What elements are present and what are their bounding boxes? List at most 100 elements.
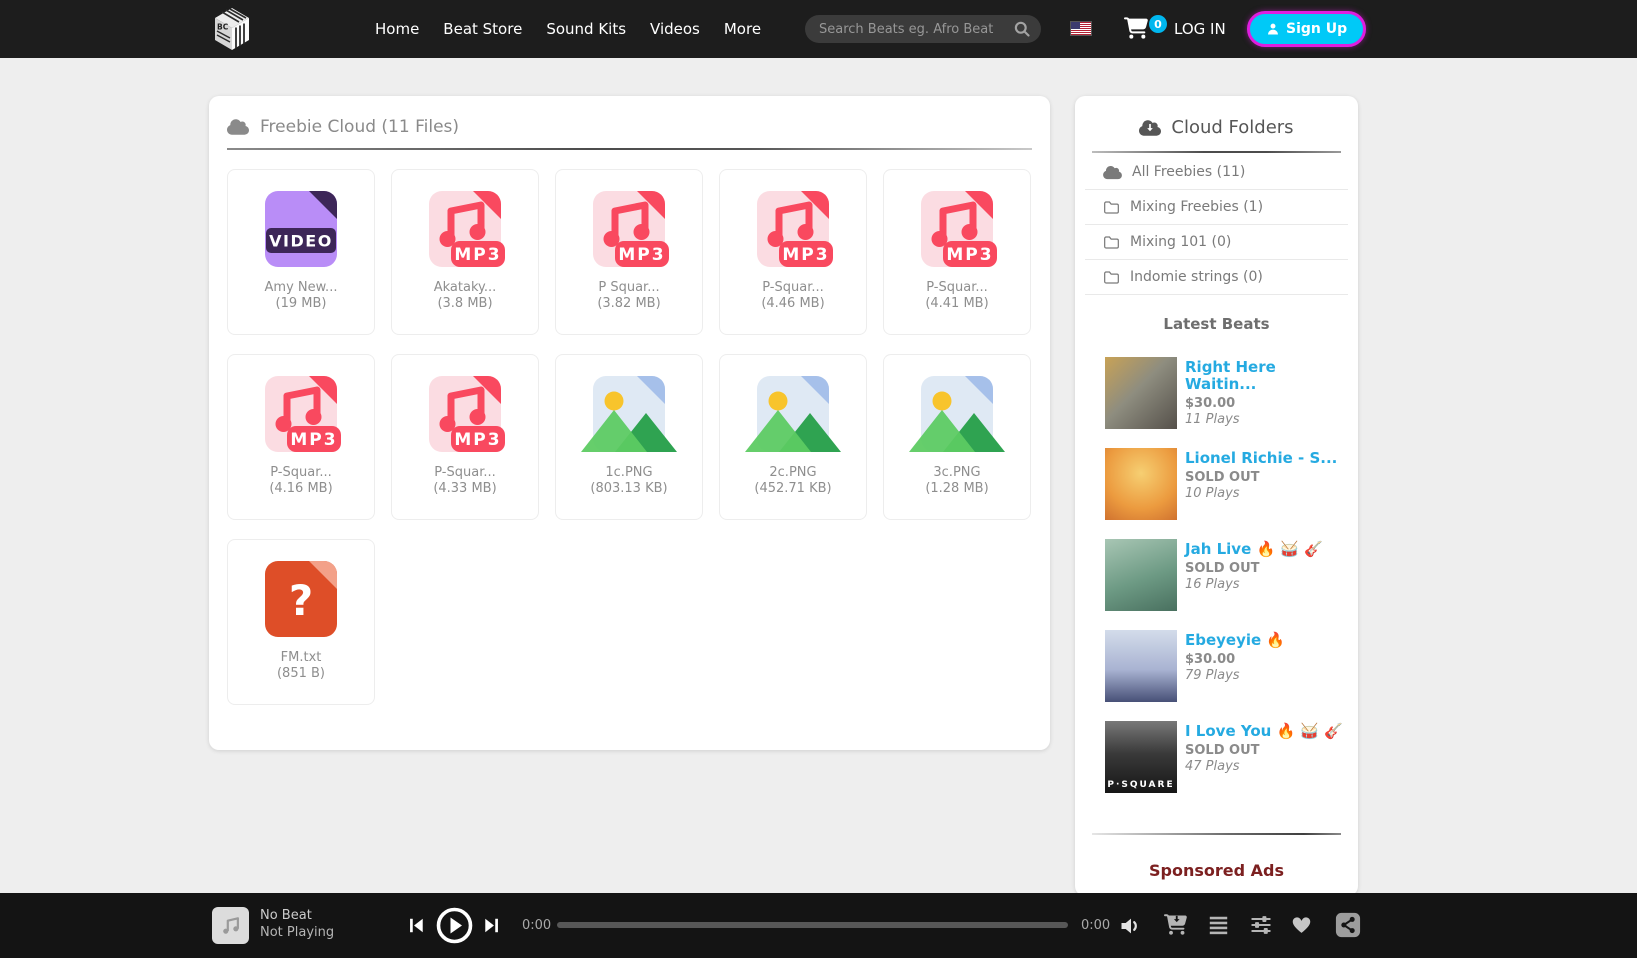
beat-info: Right Here Waitin... $30.00 11 Plays [1185, 357, 1346, 429]
beat-title-link[interactable]: I Love You 🔥 🥁 🎸 [1185, 722, 1344, 740]
file-card[interactable]: ? ? [227, 539, 375, 705]
beat-thumbnail[interactable] [1105, 539, 1177, 611]
file-name: 3c.PNG [933, 465, 981, 480]
file-card[interactable]: 1c.PNG (803.13 KB) [555, 354, 703, 520]
favorite-button[interactable] [1290, 914, 1313, 935]
login-link[interactable]: LOG IN [1174, 20, 1226, 38]
file-size: (4.16 MB) [269, 481, 333, 496]
site-logo[interactable]: BC [211, 7, 253, 51]
folder-label: Mixing 101 (0) [1130, 234, 1232, 250]
beat-plays: 16 Plays [1185, 577, 1240, 592]
nav-link-videos[interactable]: Videos [650, 20, 700, 38]
file-name: P Squar... [598, 280, 660, 295]
file-size: (4.46 MB) [761, 296, 825, 311]
file-type-icon: MP3 MP3 [909, 181, 1005, 277]
sidebar-bottom-divider [1092, 833, 1341, 835]
file-card[interactable]: VIDEO VIDEO [227, 169, 375, 335]
nav-link-beat-store[interactable]: Beat Store [443, 20, 523, 38]
beat-title-link[interactable]: Lionel Richie - S... [1185, 449, 1338, 467]
cart-count-badge: 0 [1149, 15, 1167, 33]
beat-price: $30.00 [1185, 652, 1236, 667]
sidebar-divider [1092, 151, 1341, 153]
equalizer-button[interactable] [1249, 914, 1273, 936]
file-card[interactable]: MP3 MP3 [391, 354, 539, 520]
beat-thumbnail[interactable]: P·SQUARE [1105, 721, 1177, 793]
beat-price: SOLD OUT [1185, 470, 1260, 485]
signup-label: Sign Up [1286, 21, 1348, 37]
file-type-icon: MP3 MP3 [745, 181, 841, 277]
volume-button[interactable] [1118, 914, 1142, 938]
beat-title-link[interactable]: Ebeyeyie 🔥 [1185, 631, 1286, 649]
beat-price: $30.00 [1185, 396, 1236, 411]
beat-item: Lionel Richie - S... SOLD OUT 10 Plays [1105, 448, 1346, 520]
svg-text:MP3: MP3 [782, 245, 829, 265]
file-card[interactable]: 2c.PNG (452.71 KB) [719, 354, 867, 520]
search-input[interactable] [819, 21, 1013, 37]
music-note-icon [222, 916, 239, 934]
svg-text:MP3: MP3 [454, 430, 501, 450]
folder-mixing-101-0[interactable]: Mixing 101 (0) [1085, 225, 1348, 260]
file-card[interactable]: MP3 MP3 [719, 169, 867, 335]
cart-button[interactable]: 0 [1124, 15, 1170, 45]
latest-beats-heading: Latest Beats [1163, 315, 1270, 333]
files-grid: VIDEO VIDEO [209, 150, 1050, 724]
previous-track-button[interactable] [406, 916, 426, 935]
beat-plays: 79 Plays [1185, 668, 1240, 683]
beat-thumbnail[interactable] [1105, 630, 1177, 702]
beat-price: SOLD OUT [1185, 561, 1260, 576]
nav-links: Home Beat Store Sound Kits Videos More [375, 0, 761, 58]
cloud-folders-panel: Cloud Folders All Freebies (11) Mixing F… [1075, 96, 1358, 896]
cloud-icon [1103, 165, 1122, 179]
folder-icon [1104, 200, 1119, 214]
file-type-icon: VIDEO VIDEO [253, 181, 349, 277]
volume-icon [1121, 918, 1137, 934]
cloud-icon [227, 119, 249, 135]
file-card[interactable]: MP3 MP3 [391, 169, 539, 335]
seek-bar[interactable] [557, 922, 1068, 928]
folder-list: All Freebies (11) Mixing Freebies (1) Mi… [1085, 155, 1348, 295]
playlist-icon [1209, 916, 1228, 935]
file-name: Amy New... [264, 280, 338, 295]
folder-label: All Freebies (11) [1132, 164, 1246, 180]
beat-title-link[interactable]: Right Here Waitin... [1185, 358, 1276, 393]
freebie-cloud-panel: Freebie Cloud (11 Files) VIDEO VIDEO [209, 96, 1050, 750]
duration-time: 0:00 [1081, 918, 1111, 933]
nav-link-more[interactable]: More [723, 20, 762, 38]
beat-thumbnail[interactable] [1105, 448, 1177, 520]
beat-item: Ebeyeyie 🔥 $30.00 79 Plays [1105, 630, 1346, 702]
user-icon [1268, 23, 1278, 35]
folder-all-freebies-11[interactable]: All Freebies (11) [1085, 155, 1348, 190]
file-type-icon [909, 366, 1005, 462]
current-time: 0:00 [522, 918, 552, 933]
beat-title-link[interactable]: Jah Live 🔥 🥁 🎸 [1185, 540, 1323, 558]
nav-link-sound-kits[interactable]: Sound Kits [546, 20, 627, 38]
file-type-icon: MP3 MP3 [417, 181, 513, 277]
cart-icon [1124, 17, 1148, 39]
logo-text: BC [217, 23, 229, 32]
file-card[interactable]: MP3 MP3 [883, 169, 1031, 335]
search-button[interactable] [1013, 20, 1031, 38]
nav-link-home[interactable]: Home [375, 20, 420, 38]
folder-mixing-freebies-1[interactable]: Mixing Freebies (1) [1085, 190, 1348, 225]
file-card[interactable]: 3c.PNG (1.28 MB) [883, 354, 1031, 520]
file-card[interactable]: MP3 MP3 [227, 354, 375, 520]
file-size: (803.13 KB) [590, 481, 668, 496]
play-button[interactable] [436, 907, 473, 944]
freebie-cloud-title: Freebie Cloud (11 Files) [260, 117, 460, 137]
next-track-button[interactable] [482, 916, 502, 935]
player-cart-button[interactable] [1164, 914, 1187, 935]
beat-info: I Love You 🔥 🥁 🎸 SOLD OUT 47 Plays [1185, 721, 1343, 793]
playlist-button[interactable] [1207, 914, 1230, 936]
beat-thumbnail[interactable] [1105, 357, 1177, 429]
player-track-status: Not Playing [260, 925, 335, 940]
heart-icon [1292, 917, 1311, 933]
share-button[interactable] [1335, 912, 1361, 938]
signup-button[interactable]: Sign Up [1247, 11, 1367, 47]
folder-indomie-strings-0[interactable]: Indomie strings (0) [1085, 260, 1348, 295]
svg-text:MP3: MP3 [946, 245, 993, 265]
us-flag-icon[interactable] [1071, 22, 1091, 35]
folder-label: Mixing Freebies (1) [1130, 199, 1264, 215]
svg-text:?: ? [289, 576, 313, 625]
file-card[interactable]: MP3 MP3 [555, 169, 703, 335]
search-bar [805, 15, 1041, 43]
